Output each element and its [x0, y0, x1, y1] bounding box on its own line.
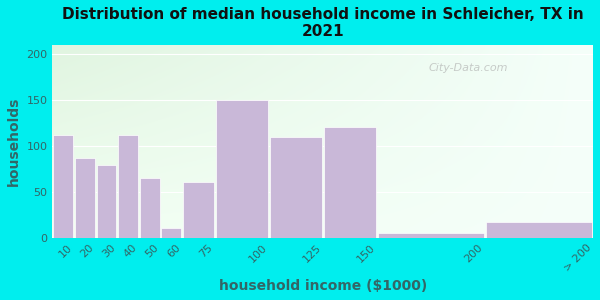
Bar — [377, 233, 484, 238]
Bar — [183, 182, 214, 238]
Bar — [97, 165, 116, 238]
Bar — [140, 178, 160, 238]
Bar — [75, 158, 95, 238]
Bar — [269, 136, 322, 238]
Bar — [53, 135, 73, 238]
Text: City-Data.com: City-Data.com — [429, 63, 508, 73]
Bar — [215, 100, 268, 238]
X-axis label: household income ($1000): household income ($1000) — [218, 279, 427, 293]
Bar — [161, 228, 181, 238]
Title: Distribution of median household income in Schleicher, TX in
2021: Distribution of median household income … — [62, 7, 584, 39]
Bar — [323, 128, 376, 238]
Bar — [118, 135, 138, 238]
Bar — [486, 222, 592, 238]
Y-axis label: households: households — [7, 97, 21, 186]
